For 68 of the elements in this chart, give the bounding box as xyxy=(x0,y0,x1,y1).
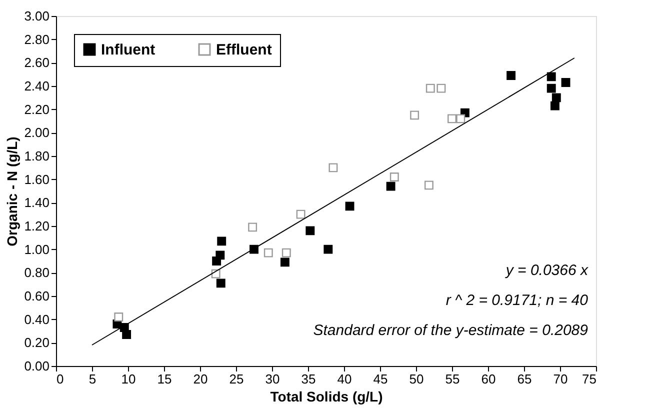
point xyxy=(264,248,273,258)
point xyxy=(114,312,124,322)
point xyxy=(550,101,560,110)
y-tick-label: 2.20 xyxy=(24,102,50,117)
y-tick-label: 3.00 xyxy=(24,8,50,24)
point xyxy=(248,222,258,232)
y-tick-label: 0.40 xyxy=(24,312,50,327)
y-tick-label: 1.20 xyxy=(24,218,50,234)
point xyxy=(345,202,354,211)
y-tick-label: 2.80 xyxy=(24,32,50,47)
legend-label: Influent xyxy=(101,42,156,59)
x-tick-label: 20 xyxy=(193,372,208,386)
x-tick-label: 10 xyxy=(121,372,136,386)
x-tick-label: 55 xyxy=(445,372,460,386)
point xyxy=(390,172,399,182)
annotation: r ^ 2 = 0.9171; n = 40 xyxy=(446,292,589,309)
x-tick-label: 25 xyxy=(229,372,244,386)
point xyxy=(456,114,466,124)
x-tick-label: 50 xyxy=(409,372,424,386)
y-tick-label: 1.40 xyxy=(24,195,50,210)
y-tick-label: 0.00 xyxy=(24,358,50,374)
point xyxy=(296,210,306,219)
point xyxy=(561,78,570,87)
x-tick-label: 60 xyxy=(481,372,496,386)
y-tick-label: 1.80 xyxy=(24,148,50,164)
point xyxy=(282,248,291,258)
y-tick-label: 1.60 xyxy=(24,172,50,187)
y-tick-label: 2.40 xyxy=(24,78,50,94)
x-tick-label: 40 xyxy=(337,372,352,386)
y-tick-label: 0.80 xyxy=(24,265,50,280)
x-tick-label: 5 xyxy=(88,372,96,386)
x-tick-label: 70 xyxy=(553,372,568,386)
point xyxy=(217,236,226,246)
x-tick-label: 75 xyxy=(582,372,596,386)
y-tick-label: 2.60 xyxy=(24,55,50,70)
x-tick-label: 65 xyxy=(517,372,532,386)
point xyxy=(386,182,396,191)
annotation: Standard error of the y-estimate = 0.2089 xyxy=(313,322,589,339)
point xyxy=(328,163,338,172)
x-tick-label: 35 xyxy=(301,372,316,386)
point xyxy=(324,244,333,254)
point xyxy=(410,110,420,120)
point xyxy=(280,258,290,267)
point xyxy=(216,250,225,260)
point xyxy=(436,84,446,93)
point xyxy=(250,244,258,254)
point xyxy=(546,72,556,82)
point xyxy=(424,180,434,190)
y-tick-label: 2.00 xyxy=(24,125,50,140)
point xyxy=(122,330,132,339)
point xyxy=(426,84,435,93)
x-tick-label: 15 xyxy=(157,372,172,386)
x-tick-label: 30 xyxy=(265,372,280,386)
x-axis-title: Total Solids (g/L) xyxy=(270,388,383,404)
point xyxy=(306,226,315,236)
legend-label: Effluent xyxy=(216,42,272,59)
point xyxy=(552,93,561,102)
point xyxy=(216,278,226,288)
y-tick-label: 0.60 xyxy=(24,288,50,304)
point xyxy=(546,84,556,93)
y-tick-label: 0.20 xyxy=(24,335,50,350)
x-tick-label: 0 xyxy=(56,372,64,386)
annotation: y = 0.0366 x xyxy=(504,262,588,279)
y-tick-label: 1.00 xyxy=(24,242,50,257)
point xyxy=(448,114,456,124)
point xyxy=(506,71,516,80)
x-tick-label: 45 xyxy=(373,372,388,386)
y-axis-title: Organic - N (g/L) xyxy=(4,136,20,246)
